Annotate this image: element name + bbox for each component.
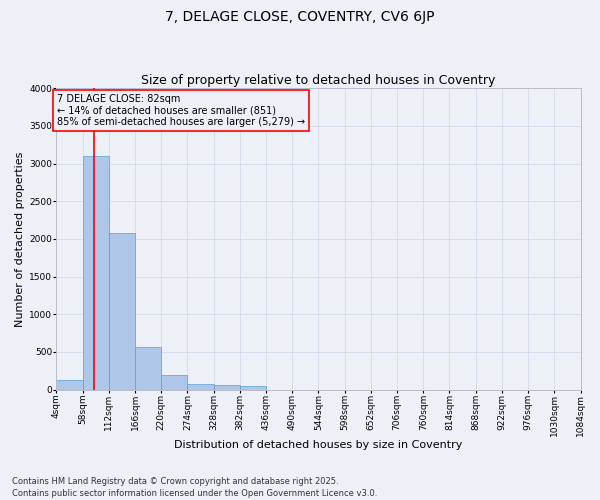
Bar	[56, 380, 83, 390]
Text: Contains HM Land Registry data © Crown copyright and database right 2025.
Contai: Contains HM Land Registry data © Crown c…	[12, 476, 377, 498]
Text: 7 DELAGE CLOSE: 82sqm
← 14% of detached houses are smaller (851)
85% of semi-det: 7 DELAGE CLOSE: 82sqm ← 14% of detached …	[58, 94, 305, 128]
Y-axis label: Number of detached properties: Number of detached properties	[15, 151, 25, 326]
Text: 7, DELAGE CLOSE, COVENTRY, CV6 6JP: 7, DELAGE CLOSE, COVENTRY, CV6 6JP	[165, 10, 435, 24]
X-axis label: Distribution of detached houses by size in Coventry: Distribution of detached houses by size …	[174, 440, 463, 450]
Title: Size of property relative to detached houses in Coventry: Size of property relative to detached ho…	[141, 74, 496, 87]
Bar	[240, 386, 266, 390]
Bar	[161, 375, 187, 390]
Bar	[214, 386, 240, 390]
Bar	[109, 233, 135, 390]
Bar	[187, 384, 214, 390]
Bar	[135, 346, 161, 390]
Bar	[83, 156, 109, 390]
